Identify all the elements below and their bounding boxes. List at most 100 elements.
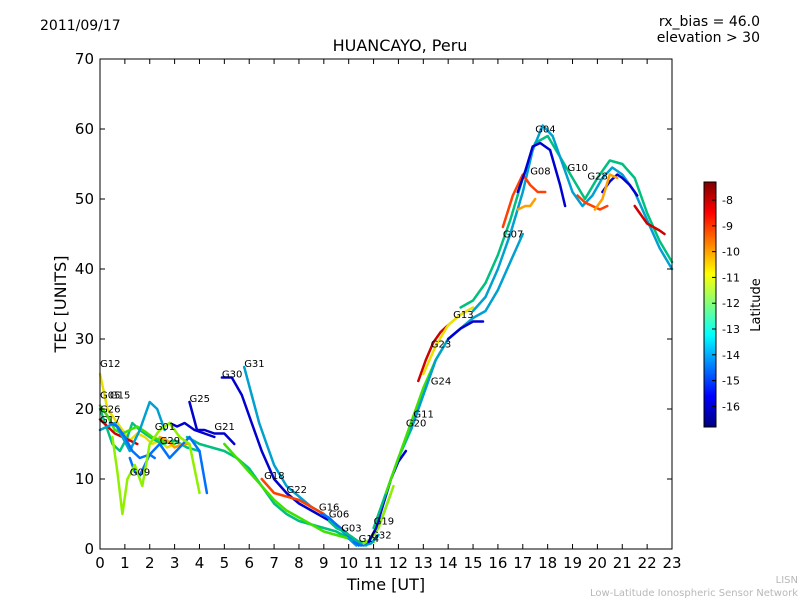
prn-label-g22: G22 xyxy=(287,485,307,496)
x-axis-label: Time [UT] xyxy=(346,575,425,594)
colorbar-tick-label: -9 xyxy=(722,220,733,233)
x-tick-label: 13 xyxy=(414,554,433,572)
prn-label-g21: G21 xyxy=(214,422,234,433)
prn-label-g20: G20 xyxy=(406,419,426,430)
prn-label-g28: G28 xyxy=(587,171,607,182)
prn-label-g08: G08 xyxy=(530,167,550,178)
series-line-g22 xyxy=(260,477,326,516)
date-label: 2011/09/17 xyxy=(40,18,121,34)
prn-label-g17: G17 xyxy=(100,415,120,426)
y-tick-label: 0 xyxy=(84,540,94,558)
x-tick-label: 23 xyxy=(662,554,681,572)
x-tick-label: 20 xyxy=(588,554,607,572)
x-tick-label: 10 xyxy=(339,554,358,572)
prn-label-g06: G06 xyxy=(329,510,349,521)
series-line-g15b xyxy=(108,421,209,495)
prn-label-g04: G04 xyxy=(535,125,555,136)
x-tick-label: 14 xyxy=(439,554,458,572)
x-tick-label: 5 xyxy=(220,554,230,572)
prn-label-g14: G14 xyxy=(359,534,379,545)
series-line-g07b xyxy=(516,197,537,211)
series-line-g01 xyxy=(168,421,216,439)
prn-label-g12: G12 xyxy=(100,359,120,370)
y-axis-label: TEC [UNITS] xyxy=(51,256,70,354)
series-line-g13b xyxy=(446,320,485,341)
prn-label-g15: G15 xyxy=(110,391,130,402)
colorbar-tick-label: -10 xyxy=(722,246,740,259)
x-tick-label: 2 xyxy=(145,554,155,572)
colorbar-label: Latitude xyxy=(749,278,764,332)
series-line-g13 xyxy=(422,306,475,376)
prn-label-g29: G29 xyxy=(160,436,180,447)
y-tick-label: 40 xyxy=(75,260,94,278)
y-tick-label: 50 xyxy=(75,190,94,208)
series-line-g22b xyxy=(633,204,666,236)
colorbar-tick-label: -12 xyxy=(722,297,740,310)
prn-label-g03: G03 xyxy=(341,524,361,535)
colorbar-tick-label: -11 xyxy=(722,271,740,284)
colorbar-tick-label: -16 xyxy=(722,400,740,413)
series-line-g08 xyxy=(501,173,547,229)
y-tick-label: 60 xyxy=(75,120,94,138)
x-tick-label: 0 xyxy=(95,554,105,572)
credit-lisn: LISN xyxy=(775,575,798,586)
series-line-g12b xyxy=(111,421,201,516)
prn-label-g31: G31 xyxy=(244,359,264,370)
prn-label-g25: G25 xyxy=(190,394,210,405)
series-line-g23 xyxy=(417,323,450,383)
prn-label-g19: G19 xyxy=(374,517,394,528)
x-tick-label: 15 xyxy=(463,554,482,572)
prn-label-g32: G32 xyxy=(371,531,391,542)
chart-title: HUANCAYO, Peru xyxy=(332,36,468,55)
prn-label-g11: G11 xyxy=(413,409,433,420)
y-tick-label: 10 xyxy=(75,470,94,488)
rx-bias-label: rx_bias = 46.0 xyxy=(658,14,760,30)
x-tick-label: 8 xyxy=(294,554,304,572)
colorbar-tick-label: -8 xyxy=(722,194,733,207)
prn-label-g01: G01 xyxy=(155,422,175,433)
plot-frame xyxy=(99,58,673,550)
prn-label-g18: G18 xyxy=(264,471,284,482)
prn-label-g07: G07 xyxy=(503,230,523,241)
y-tick-label: 30 xyxy=(75,330,94,348)
prn-label-g24: G24 xyxy=(431,377,451,388)
prn-label-g10: G10 xyxy=(568,163,588,174)
x-tick-label: 19 xyxy=(563,554,582,572)
series-line-g07 xyxy=(459,134,674,309)
x-tick-label: 4 xyxy=(195,554,205,572)
prn-label-g13: G13 xyxy=(453,310,473,321)
x-tick-label: 11 xyxy=(364,554,383,572)
prn-label-g05: G05 xyxy=(100,391,120,402)
y-tick-label: 70 xyxy=(75,50,94,68)
colorbar-tick-label: -15 xyxy=(722,375,740,388)
x-tick-label: 9 xyxy=(319,554,329,572)
series-line-g24 xyxy=(409,232,525,432)
x-tick-label: 12 xyxy=(389,554,408,572)
x-tick-label: 6 xyxy=(244,554,254,572)
series-line-g25 xyxy=(188,400,236,446)
series-line-g10 xyxy=(576,194,609,211)
x-tick-label: 1 xyxy=(120,554,130,572)
elevation-label: elevation > 30 xyxy=(656,30,760,46)
series-line-g26 xyxy=(98,418,139,446)
series-line-g21 xyxy=(185,435,365,545)
series-line-g08b xyxy=(516,141,567,208)
series-line-g28b xyxy=(593,173,619,211)
colorbar-tick-label: -14 xyxy=(722,349,740,362)
series-line-g17 xyxy=(98,400,166,453)
x-tick-label: 16 xyxy=(488,554,507,572)
colorbar-tick-label: -13 xyxy=(722,323,740,336)
prn-label-g30: G30 xyxy=(222,370,242,381)
series-line-g28 xyxy=(601,173,639,197)
x-tick-label: 3 xyxy=(170,554,180,572)
x-tick-label: 17 xyxy=(513,554,532,572)
series-line-g06 xyxy=(327,519,368,547)
prn-label-g23: G23 xyxy=(431,339,451,350)
x-tick-label: 21 xyxy=(613,554,632,572)
x-tick-label: 22 xyxy=(638,554,657,572)
credit-network: Low-Latitude Ionospheric Sensor Network xyxy=(590,588,798,599)
prn-label-g09: G09 xyxy=(130,468,150,479)
prn-label-g26: G26 xyxy=(100,405,120,416)
x-tick-label: 18 xyxy=(538,554,557,572)
